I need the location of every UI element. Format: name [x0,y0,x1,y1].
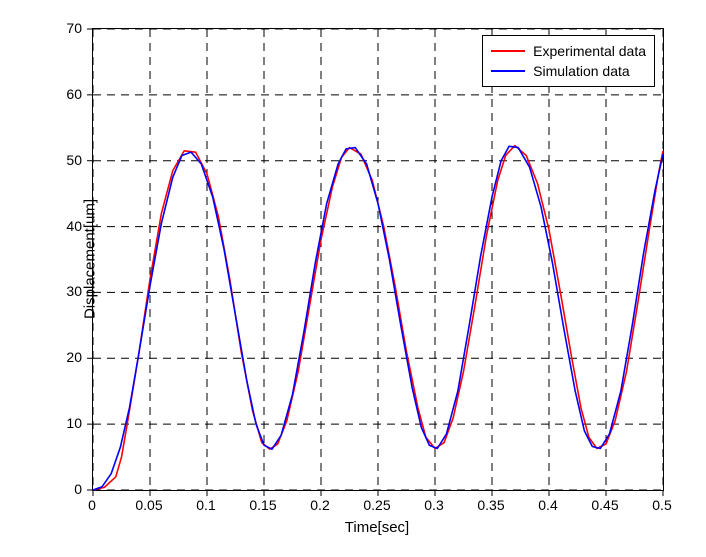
y-tick-label: 70 [66,20,82,36]
x-tick-label: 0.05 [135,497,162,513]
plot-area: Experimental data Simulation data [92,28,664,491]
x-tick-label: 0.2 [310,497,329,513]
x-axis-label: Time[sec] [345,519,409,536]
y-axis-label: Displacement[um] [82,198,99,318]
legend-swatch [491,70,525,72]
x-tick-label: 0.1 [196,497,215,513]
x-tick-label: 0.35 [477,497,504,513]
legend-label: Experimental data [533,43,646,59]
legend-swatch [491,50,525,52]
x-tick-label: 0.45 [591,497,618,513]
x-tick-label: 0.4 [538,497,557,513]
y-tick-label: 30 [66,283,82,299]
x-tick-label: 0.25 [363,497,390,513]
y-tick-label: 40 [66,218,82,234]
plot-svg [93,29,663,490]
y-tick-label: 20 [66,349,82,365]
y-tick-label: 60 [66,86,82,102]
x-tick-label: 0.15 [249,497,276,513]
legend-entry: Simulation data [491,61,646,81]
x-tick-label: 0.5 [652,497,671,513]
legend: Experimental data Simulation data [482,35,655,87]
legend-entry: Experimental data [491,41,646,61]
x-tick-label: 0.3 [424,497,443,513]
y-tick-label: 10 [66,415,82,431]
y-tick-label: 50 [66,152,82,168]
y-tick-label: 0 [74,481,82,497]
legend-label: Simulation data [533,63,630,79]
figure: Experimental data Simulation data Displa… [0,0,706,557]
x-tick-label: 0 [88,497,96,513]
